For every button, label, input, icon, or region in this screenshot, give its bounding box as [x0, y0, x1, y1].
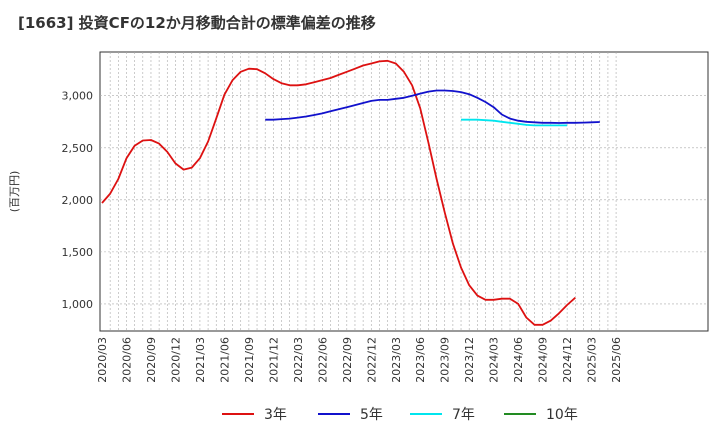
- x-tick-label: 2021/12: [267, 337, 280, 383]
- x-tick-label: 2020/09: [145, 337, 158, 383]
- y-tick-label: 2,000: [62, 194, 94, 207]
- x-tick-label: 2023/12: [463, 337, 476, 383]
- y-tick-label: 1,500: [62, 246, 94, 259]
- vertical-gridlines: [109, 52, 617, 331]
- x-tick-label: 2021/06: [218, 337, 231, 383]
- x-tick-label: 2023/03: [390, 337, 403, 383]
- x-tick-label: 2020/03: [96, 337, 109, 383]
- x-tick-label: 2024/12: [561, 337, 574, 383]
- y-axis-ticks: 1,000 1,500 2,000 2,500 3,000: [62, 90, 94, 311]
- series-lines: [101, 59, 600, 326]
- y-tick-label: 1,000: [62, 298, 94, 311]
- x-tick-label: 2020/12: [169, 337, 182, 383]
- x-tick-label: 2024/06: [512, 337, 525, 383]
- x-tick-label: 2021/09: [243, 337, 256, 383]
- x-tick-label: 2025/06: [610, 337, 623, 383]
- horizontal-gridlines: [100, 95, 708, 305]
- legend-label-2: 5年: [360, 407, 383, 423]
- y-tick-label: 3,000: [62, 90, 94, 103]
- series-line-1: [101, 59, 576, 326]
- series-line-3: [461, 118, 568, 127]
- x-tick-label: 2023/09: [439, 337, 452, 383]
- x-tick-label: 2022/06: [316, 337, 329, 383]
- x-tick-label: 2020/06: [120, 337, 133, 383]
- x-tick-label: 2022/03: [292, 337, 305, 383]
- chart-title: [1663] 投資CFの12か月移動合計の標準偏差の推移: [18, 14, 376, 32]
- x-tick-label: 2024/03: [488, 337, 501, 383]
- x-axis-ticks: 2020/03 2020/06 2020/09 2020/12 2021/03 2021/…: [96, 337, 623, 383]
- x-tick-label: 2021/03: [194, 337, 207, 383]
- legend-label-1: 3年: [264, 407, 287, 423]
- x-tick-label: 2022/12: [365, 337, 378, 383]
- legend-label-3: 7年: [452, 407, 475, 423]
- series-line-2: [265, 89, 600, 124]
- x-tick-label: 2022/09: [341, 337, 354, 383]
- x-tick-label: 2023/06: [414, 337, 427, 383]
- y-axis-label: (百万円): [8, 171, 21, 213]
- x-tick-label: 2024/09: [537, 337, 550, 383]
- legend: 3年 5年 7年 10年: [222, 407, 578, 423]
- x-tick-label: 2025/03: [586, 337, 599, 383]
- legend-label-4: 10年: [546, 407, 578, 423]
- y-tick-label: 2,500: [62, 142, 94, 155]
